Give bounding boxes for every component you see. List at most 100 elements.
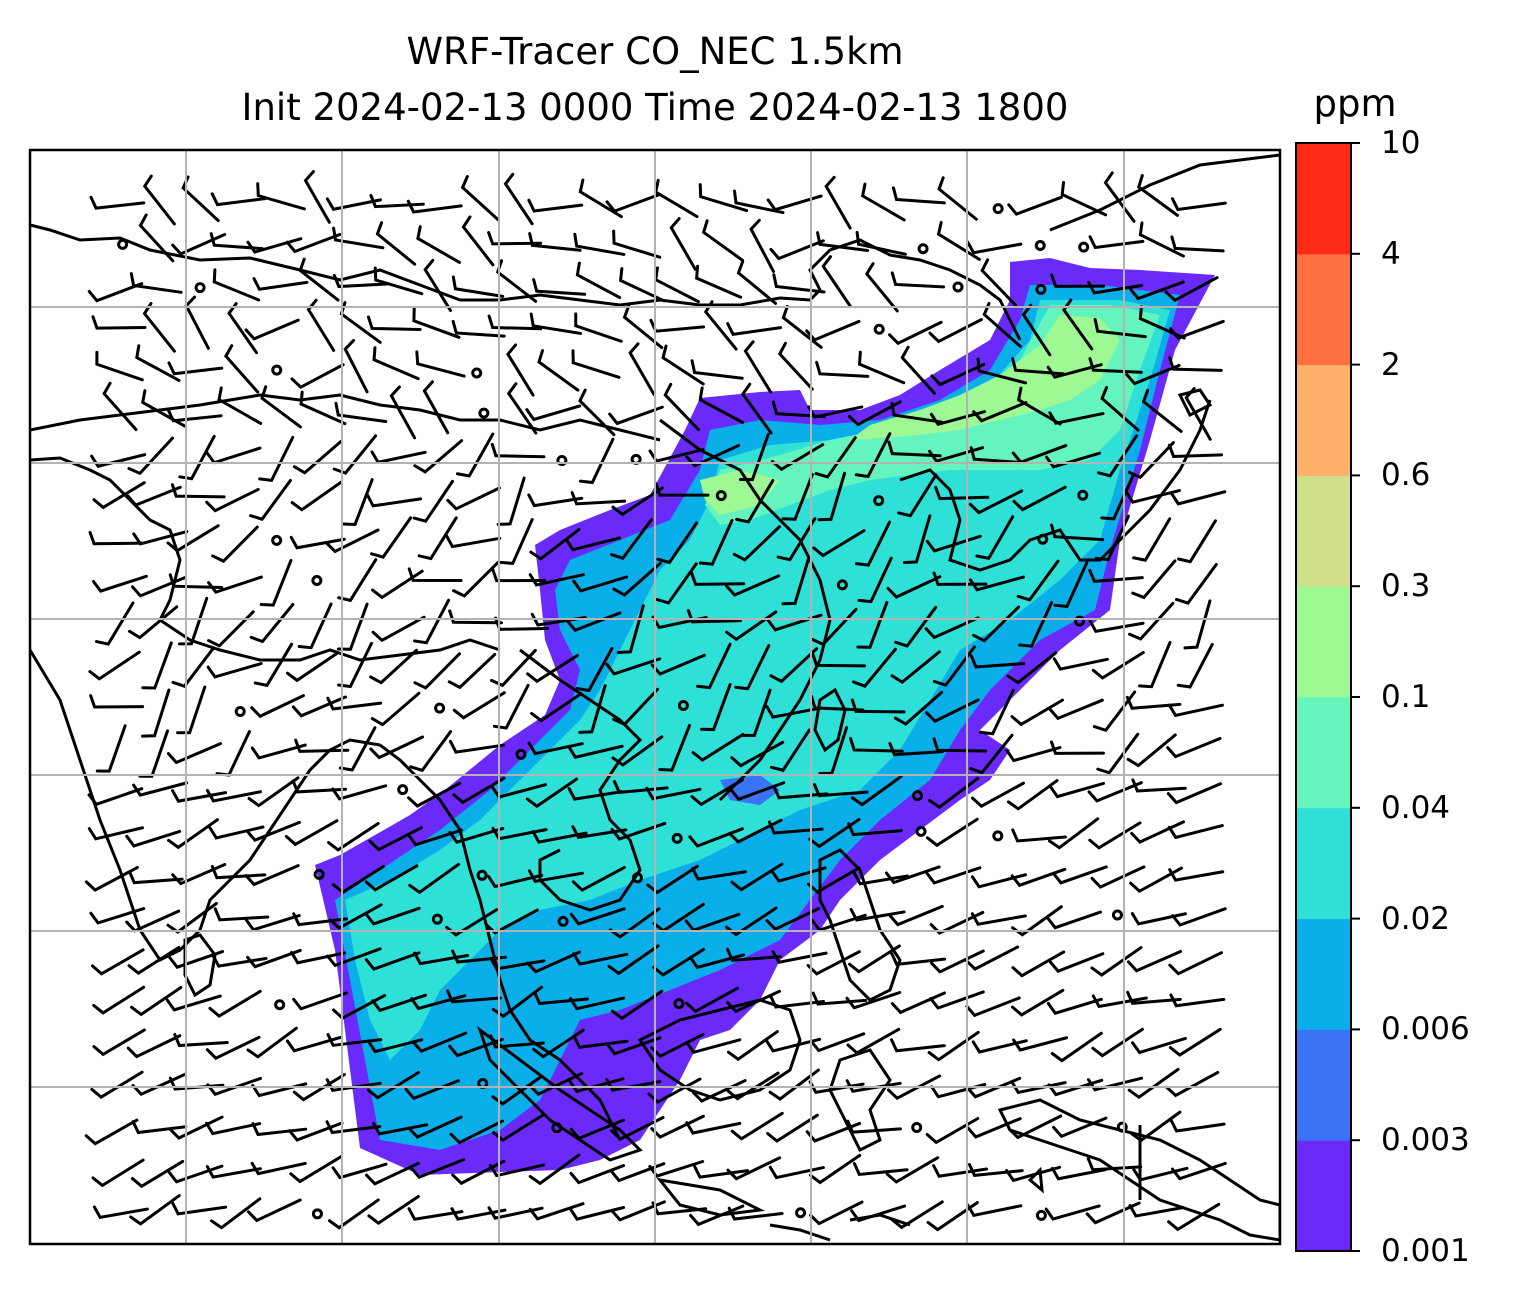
- colorbar-tick-label: 0.04: [1381, 789, 1451, 826]
- wind-barb: [343, 338, 369, 394]
- wind-barb: [968, 575, 1025, 592]
- colorbar-swatch: [1296, 918, 1351, 1030]
- wind-barb: [663, 382, 700, 432]
- wind-barb: [968, 489, 1024, 515]
- wind-barb: [1168, 868, 1225, 882]
- wind-barb: [303, 170, 331, 224]
- wind-barb: [490, 442, 546, 459]
- wind-barb: [205, 1165, 262, 1179]
- wind-barb: [929, 910, 985, 935]
- wind-barb: [528, 232, 582, 252]
- wind-barb: [1016, 559, 1060, 602]
- wind-barb: [1046, 363, 1103, 379]
- wind-barb: [808, 1153, 862, 1185]
- wind-barb: [210, 865, 267, 880]
- wind-barb: [571, 825, 628, 839]
- wind-barb: [460, 175, 500, 222]
- wind-barb: [685, 443, 741, 468]
- wind-barb: [1011, 357, 1065, 376]
- wind-barb: [805, 1121, 862, 1143]
- coastline-china-east: [659, 418, 832, 802]
- wind-barb: [129, 1194, 181, 1226]
- wind-barb: [369, 648, 418, 685]
- wind-barb: [1125, 363, 1181, 386]
- wind-barb: [1129, 280, 1185, 301]
- wind-barb: [1124, 489, 1181, 504]
- calm-wind-marker: [1116, 1121, 1128, 1133]
- wind-barb: [690, 571, 746, 586]
- coastline-newguinea: [997, 1098, 1280, 1242]
- wind-barb: [1092, 690, 1137, 733]
- wind-barb: [1090, 865, 1146, 889]
- calm-wind-marker: [992, 830, 1004, 842]
- calm-wind-marker: [556, 454, 568, 466]
- wind-barb: [776, 517, 817, 562]
- wind-barb: [864, 262, 899, 313]
- wind-barb: [131, 576, 187, 598]
- wind-barb: [685, 1121, 742, 1135]
- wind-barb: [646, 864, 700, 895]
- wind-barb: [375, 221, 417, 266]
- calm-wind-marker: [1037, 533, 1049, 545]
- wind-barb: [569, 996, 626, 1011]
- wind-barb: [609, 518, 653, 560]
- wind-barb: [568, 1205, 626, 1221]
- wind-barb: [696, 642, 732, 690]
- calm-wind-marker: [911, 1121, 923, 1133]
- colorbar-swatch: [1296, 1029, 1351, 1141]
- wind-barb: [325, 528, 380, 554]
- calm-wind-marker: [715, 490, 727, 502]
- wind-barb: [446, 989, 502, 1004]
- calm-wind-marker: [311, 574, 323, 586]
- wind-barb: [569, 907, 626, 926]
- wind-barb: [369, 735, 425, 760]
- wind-barb: [648, 1160, 705, 1178]
- wind-barb: [610, 821, 667, 841]
- wind-barb: [528, 1153, 581, 1186]
- wind-barb: [622, 304, 664, 350]
- wind-barb: [506, 382, 538, 435]
- wind-barb: [246, 1198, 302, 1223]
- wind-barb: [364, 864, 419, 892]
- calm-wind-marker: [471, 367, 483, 379]
- wind-barb: [738, 432, 770, 482]
- wind-barb: [1128, 1203, 1185, 1218]
- wind-barb: [334, 401, 388, 423]
- wind-barb: [135, 344, 181, 382]
- wind-barb: [695, 264, 743, 299]
- wind-barb: [1167, 1202, 1221, 1232]
- wind-barb: [285, 651, 339, 683]
- wind-barb: [525, 404, 582, 422]
- wind-barb: [506, 343, 535, 397]
- wind-barb: [531, 830, 588, 844]
- wind-barb: [846, 1027, 901, 1055]
- colorbar-tick-label: 0.3: [1381, 568, 1431, 605]
- wind-barb: [451, 1159, 506, 1186]
- wind-barb: [327, 1198, 380, 1230]
- wind-barb: [1007, 1114, 1063, 1140]
- wind-barb: [205, 1035, 261, 1061]
- wind-barb: [605, 1078, 662, 1092]
- wind-barb: [1168, 1027, 1222, 1057]
- wind-barb: [1094, 514, 1130, 562]
- wind-barb: [253, 642, 294, 688]
- wind-barb: [849, 737, 904, 753]
- wind-barb: [490, 648, 537, 688]
- wind-barb: [452, 776, 506, 805]
- wind-barb: [1016, 386, 1062, 426]
- wind-barb: [1087, 280, 1144, 295]
- wind-barb: [567, 786, 624, 801]
- wind-barb: [628, 342, 656, 396]
- wind-barb: [1012, 485, 1067, 512]
- calm-wind-marker: [1078, 241, 1090, 253]
- wind-barb: [371, 615, 426, 643]
- wind-barb: [1138, 640, 1172, 689]
- wind-barb: [209, 232, 264, 251]
- map-title-line1: WRF-Tracer CO_NEC 1.5km: [406, 30, 904, 73]
- colorbar-tick-label: 0.003: [1381, 1122, 1470, 1159]
- wind-barb: [1010, 867, 1067, 888]
- wind-barb: [965, 1076, 1022, 1099]
- wind-barb: [176, 685, 207, 735]
- wind-barb: [366, 493, 423, 508]
- wind-barb: [690, 359, 744, 380]
